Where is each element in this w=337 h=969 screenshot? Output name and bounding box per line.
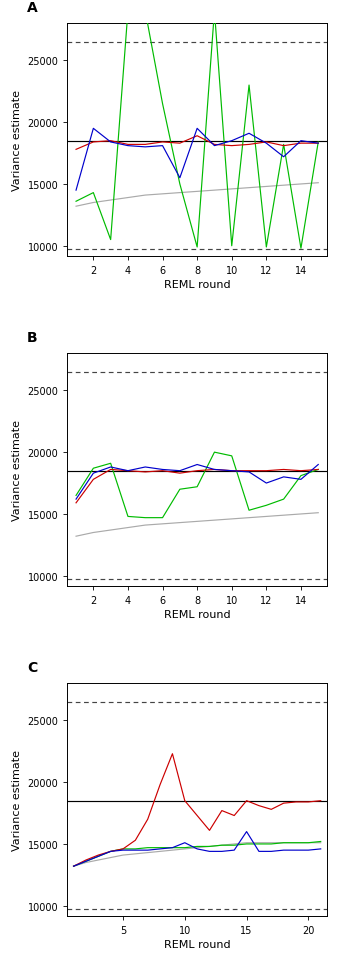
X-axis label: REML round: REML round: [164, 939, 231, 949]
Text: B: B: [27, 330, 38, 345]
Y-axis label: Variance estimate: Variance estimate: [12, 749, 22, 850]
Y-axis label: Variance estimate: Variance estimate: [12, 90, 22, 191]
Text: A: A: [27, 1, 38, 15]
Text: C: C: [27, 660, 37, 674]
X-axis label: REML round: REML round: [164, 279, 231, 290]
Y-axis label: Variance estimate: Variance estimate: [12, 420, 22, 520]
X-axis label: REML round: REML round: [164, 610, 231, 619]
